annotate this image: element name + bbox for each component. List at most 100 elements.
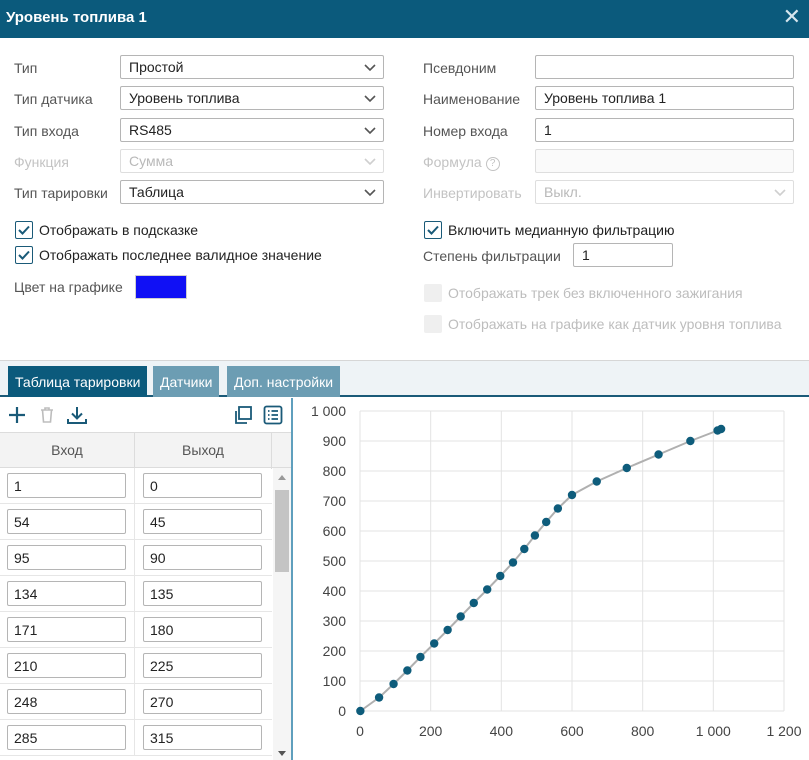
chevron-down-icon bbox=[364, 189, 376, 197]
function-select-value: Сумма bbox=[129, 153, 173, 169]
close-icon[interactable]: ✕ bbox=[782, 4, 801, 29]
y-tick-label: 500 bbox=[323, 553, 347, 569]
show-as-fuel-sensor-label: Отображать на графике как датчик уровня … bbox=[448, 316, 782, 332]
cell-separator bbox=[134, 576, 135, 612]
input-number-label: Номер входа bbox=[423, 123, 508, 139]
invert-select: Выкл. bbox=[535, 180, 794, 204]
input-value-field[interactable]: 95 bbox=[7, 545, 126, 570]
sensor-type-select[interactable]: Уровень топлива bbox=[120, 86, 384, 110]
table-scrollbar[interactable] bbox=[273, 468, 291, 760]
output-value-field[interactable]: 315 bbox=[143, 725, 262, 750]
output-value-field[interactable]: 270 bbox=[143, 689, 262, 714]
alias-input[interactable] bbox=[535, 55, 794, 79]
calibration-chart: 0 100 200 300 400 500 600 700 800 900 1 000 0 200 400… bbox=[295, 398, 809, 760]
y-tick-label: 100 bbox=[323, 673, 347, 689]
output-value-field[interactable]: 90 bbox=[143, 545, 262, 570]
chevron-down-icon bbox=[364, 95, 376, 103]
graph-color-picker[interactable] bbox=[135, 275, 187, 299]
data-point bbox=[496, 571, 505, 581]
input-value-field[interactable]: 285 bbox=[7, 725, 126, 750]
output-value-field[interactable]: 135 bbox=[143, 581, 262, 606]
input-number-input[interactable]: 1 bbox=[535, 118, 794, 142]
data-point bbox=[443, 625, 452, 635]
chevron-down-icon bbox=[364, 64, 376, 72]
invert-label: Инвертировать bbox=[423, 185, 522, 201]
data-point bbox=[520, 544, 529, 554]
tab-sensors[interactable]: Датчики bbox=[153, 366, 220, 397]
header-input: Вход bbox=[51, 442, 83, 458]
calibration-type-select[interactable]: Таблица bbox=[120, 180, 384, 204]
input-value-field[interactable]: 248 bbox=[7, 689, 126, 714]
sensor-type-label: Тип датчика bbox=[14, 91, 93, 107]
cell-separator bbox=[134, 504, 135, 540]
show-last-valid-checkbox[interactable] bbox=[15, 246, 33, 264]
show-in-tooltip-label: Отображать в подсказке bbox=[39, 222, 199, 238]
x-tick-label: 600 bbox=[560, 723, 584, 739]
input-value-field[interactable]: 54 bbox=[7, 509, 126, 534]
calibration-type-label: Тип тарировки bbox=[14, 185, 108, 201]
input-value-field[interactable]: 1 bbox=[7, 473, 126, 498]
filter-degree-label: Степень фильтрации bbox=[423, 248, 561, 264]
window-title: Уровень топлива 1 bbox=[6, 9, 147, 26]
output-value-field[interactable]: 225 bbox=[143, 653, 262, 678]
header-separator bbox=[271, 433, 272, 469]
median-filter-checkbox[interactable] bbox=[424, 221, 442, 239]
x-tick-label: 1 200 bbox=[766, 723, 801, 739]
header-output: Выход bbox=[182, 442, 224, 458]
output-value-field[interactable]: 180 bbox=[143, 617, 262, 642]
y-tick-label: 200 bbox=[323, 643, 347, 659]
output-value-field[interactable]: 45 bbox=[143, 509, 262, 534]
input-value-field[interactable]: 210 bbox=[7, 653, 126, 678]
filter-degree-input[interactable]: 1 bbox=[573, 243, 673, 267]
input-type-select[interactable]: RS485 bbox=[120, 118, 384, 142]
input-type-select-value: RS485 bbox=[129, 122, 172, 138]
y-tick-label: 700 bbox=[323, 493, 347, 509]
table-toolbar bbox=[0, 398, 291, 432]
cell-separator bbox=[134, 684, 135, 720]
table-row: 210 225 bbox=[0, 648, 272, 684]
graph-color-label: Цвет на графике bbox=[14, 279, 123, 295]
tab-bar: Таблица тарировки Датчики Доп. настройки bbox=[0, 361, 809, 397]
y-tick-label: 0 bbox=[338, 703, 346, 719]
y-tick-label: 400 bbox=[323, 583, 347, 599]
table-row: 171 180 bbox=[0, 612, 272, 648]
type-label: Тип bbox=[14, 60, 38, 76]
delete-icon[interactable] bbox=[37, 405, 57, 425]
add-icon[interactable] bbox=[7, 405, 27, 425]
tab-calibration-table[interactable]: Таблица тарировки bbox=[8, 366, 148, 397]
type-select[interactable]: Простой bbox=[120, 55, 384, 79]
type-select-value: Простой bbox=[129, 59, 184, 75]
input-value-field[interactable]: 134 bbox=[7, 581, 126, 606]
scrollbar-thumb[interactable] bbox=[275, 490, 289, 572]
data-point bbox=[530, 531, 540, 540]
show-in-tooltip-checkbox[interactable] bbox=[15, 221, 33, 239]
show-last-valid-label: Отображать последнее валидное значение bbox=[39, 247, 322, 263]
help-icon[interactable]: ? bbox=[485, 157, 500, 171]
name-label: Наименование bbox=[423, 91, 521, 107]
data-point bbox=[356, 706, 365, 716]
checkmark-icon bbox=[18, 250, 30, 260]
copy-icon[interactable] bbox=[233, 405, 253, 425]
x-tick-label: 1 000 bbox=[696, 723, 731, 739]
data-point bbox=[716, 424, 726, 434]
list-icon[interactable] bbox=[263, 405, 283, 425]
formula-label-text: Формула bbox=[423, 154, 482, 170]
data-point bbox=[567, 490, 577, 500]
scroll-up-icon[interactable] bbox=[277, 473, 287, 481]
x-tick-label: 800 bbox=[631, 723, 655, 739]
x-tick-label: 200 bbox=[419, 723, 443, 739]
calibration-chart-svg: 0 100 200 300 400 500 600 700 800 900 1 000 0 200 400… bbox=[311, 403, 802, 739]
data-point bbox=[416, 652, 425, 662]
download-icon[interactable] bbox=[66, 405, 88, 425]
formula-input bbox=[535, 149, 794, 173]
scroll-down-icon[interactable] bbox=[277, 750, 287, 758]
cell-separator bbox=[134, 540, 135, 576]
track-without-ignition-checkbox bbox=[424, 284, 442, 302]
name-input[interactable]: Уровень топлива 1 bbox=[535, 86, 794, 110]
chevron-down-icon bbox=[774, 189, 786, 197]
tab-extra-settings[interactable]: Доп. настройки bbox=[227, 366, 341, 397]
checkmark-icon bbox=[18, 225, 30, 235]
output-value-field[interactable]: 0 bbox=[143, 473, 262, 498]
input-value-field[interactable]: 171 bbox=[7, 617, 126, 642]
calibration-table-panel: Вход Выход 1 0 54 45 95 90 134 135 171 180 210 225 2… bbox=[0, 398, 293, 760]
